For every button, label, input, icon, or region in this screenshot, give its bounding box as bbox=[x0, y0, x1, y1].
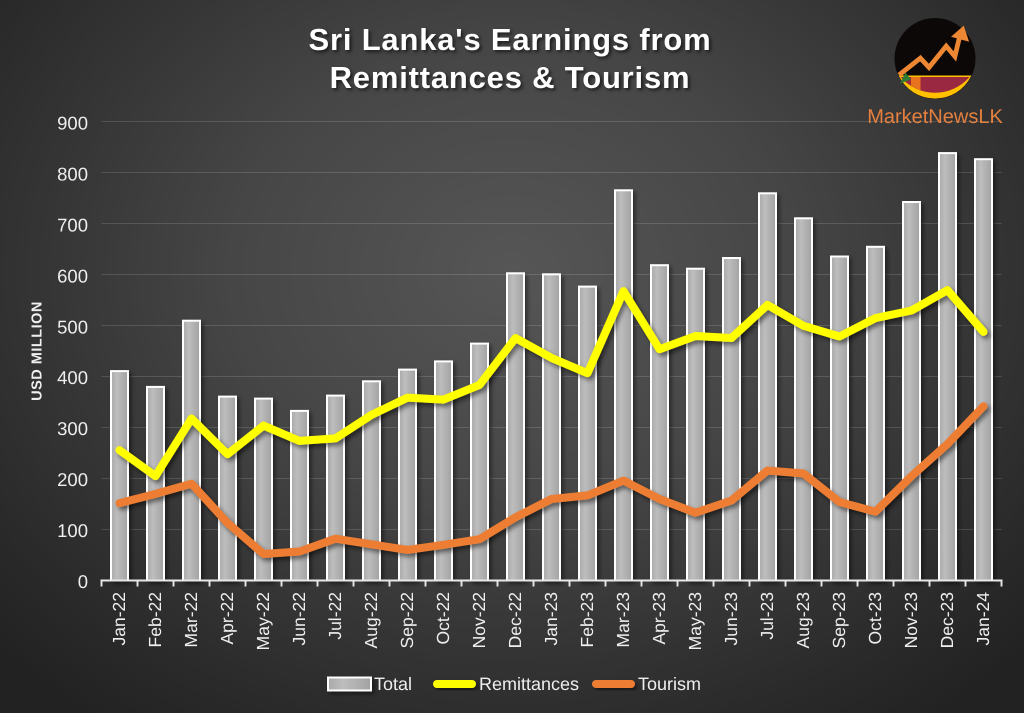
svg-text:May-22: May-22 bbox=[253, 592, 273, 650]
svg-text:900: 900 bbox=[57, 113, 88, 134]
svg-text:Mar-22: Mar-22 bbox=[181, 592, 201, 647]
svg-text:Mar-23: Mar-23 bbox=[613, 592, 633, 647]
svg-text:Tourism: Tourism bbox=[638, 674, 701, 694]
svg-text:300: 300 bbox=[57, 418, 88, 439]
svg-text:Oct-22: Oct-22 bbox=[433, 592, 453, 645]
svg-text:Apr-22: Apr-22 bbox=[217, 592, 237, 645]
svg-text:0: 0 bbox=[78, 571, 88, 592]
svg-text:Dec-23: Dec-23 bbox=[937, 592, 957, 648]
svg-text:Apr-23: Apr-23 bbox=[649, 592, 669, 645]
svg-text:Jan-23: Jan-23 bbox=[541, 592, 561, 646]
svg-text:MarketNewsLK: MarketNewsLK bbox=[867, 106, 1003, 128]
svg-text:100: 100 bbox=[57, 520, 88, 541]
svg-text:Jun-22: Jun-22 bbox=[289, 592, 309, 646]
svg-text:Jul-22: Jul-22 bbox=[325, 592, 345, 640]
svg-text:Total: Total bbox=[374, 674, 412, 694]
svg-text:USD MILLION: USD MILLION bbox=[30, 301, 46, 401]
svg-text:Remittances: Remittances bbox=[479, 674, 579, 694]
svg-text:Sep-23: Sep-23 bbox=[829, 592, 849, 648]
svg-text:Dec-22: Dec-22 bbox=[505, 592, 525, 648]
svg-text:Jan-22: Jan-22 bbox=[109, 592, 129, 646]
svg-text:Nov-22: Nov-22 bbox=[469, 592, 489, 648]
svg-text:Jul-23: Jul-23 bbox=[757, 592, 777, 640]
svg-text:Nov-23: Nov-23 bbox=[901, 592, 921, 648]
svg-text:400: 400 bbox=[57, 367, 88, 388]
svg-text:Feb-22: Feb-22 bbox=[145, 592, 165, 647]
svg-text:Aug-22: Aug-22 bbox=[361, 592, 381, 648]
svg-text:Jun-23: Jun-23 bbox=[721, 592, 741, 646]
svg-text:600: 600 bbox=[57, 265, 88, 286]
svg-text:700: 700 bbox=[57, 214, 88, 235]
svg-text:200: 200 bbox=[57, 469, 88, 490]
svg-text:Aug-23: Aug-23 bbox=[793, 592, 813, 648]
svg-text:Jan-24: Jan-24 bbox=[973, 592, 993, 646]
svg-text:Feb-23: Feb-23 bbox=[577, 592, 597, 647]
svg-text:Oct-23: Oct-23 bbox=[865, 592, 885, 645]
svg-text:800: 800 bbox=[57, 163, 88, 184]
svg-text:Sep-22: Sep-22 bbox=[397, 592, 417, 648]
svg-text:500: 500 bbox=[57, 316, 88, 337]
svg-text:May-23: May-23 bbox=[685, 592, 705, 650]
